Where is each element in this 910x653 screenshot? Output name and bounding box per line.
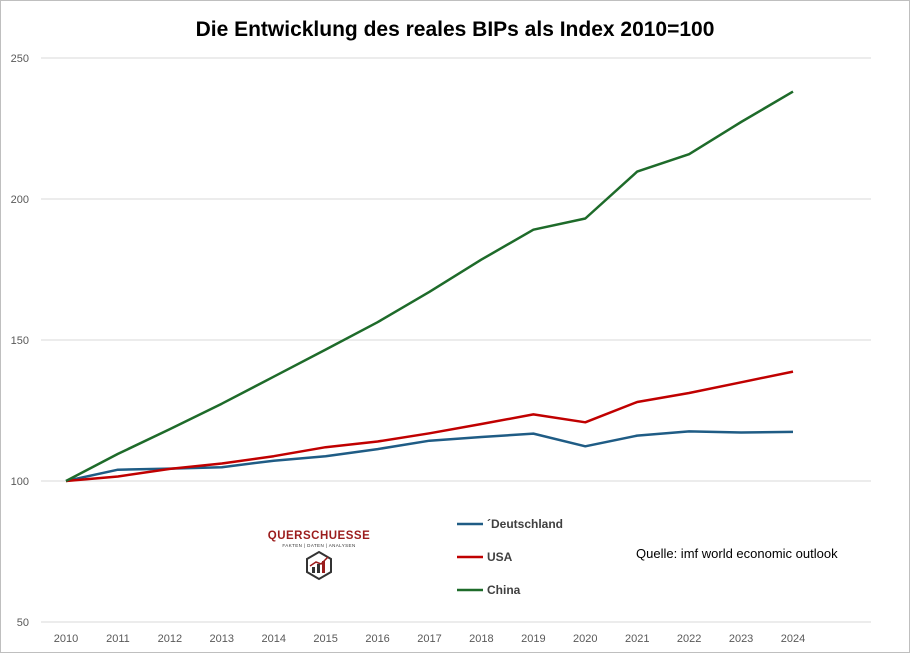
chart-title: Die Entwicklung des reales BIPs als Inde… <box>196 18 715 41</box>
x-tick-label: 2016 <box>365 633 389 645</box>
x-tick-label: 2013 <box>210 633 234 645</box>
logo-hexagon-icon <box>306 550 332 581</box>
legend-label: USA <box>487 550 513 564</box>
x-tick-label: 2018 <box>469 633 493 645</box>
x-tick-label: 2015 <box>313 633 337 645</box>
querschuesse-logo: QUERSCHUESSE FAKTEN | DATEN | ANALYSEN <box>268 530 371 581</box>
legend-label: ´Deutschland <box>487 517 563 531</box>
x-tick-label: 2023 <box>729 633 753 645</box>
x-tick-label: 2014 <box>261 633 285 645</box>
y-tick-label: 250 <box>11 53 29 65</box>
y-axis: 50 100 150 200 250 <box>11 53 29 629</box>
x-tick-label: 2017 <box>417 633 441 645</box>
y-tick-label: 100 <box>11 476 29 488</box>
y-tick-label: 150 <box>11 335 29 347</box>
x-tick-label: 2021 <box>625 633 649 645</box>
series-lines <box>65 90 794 483</box>
logo-tagline: FAKTEN | DATEN | ANALYSEN <box>282 543 355 548</box>
x-axis: 2010 2011 2012 2013 2014 2015 2016 2017 2018 2019… <box>54 633 805 645</box>
series-line-0 <box>65 430 794 483</box>
legend-label: China <box>487 583 521 597</box>
source-note: Quelle: imf world economic outlook <box>636 546 838 561</box>
y-tick-label: 50 <box>17 617 29 629</box>
grid-lines <box>41 57 871 623</box>
y-tick-label: 200 <box>11 194 29 206</box>
x-tick-label: 2010 <box>54 633 78 645</box>
x-tick-label: 2024 <box>781 633 805 645</box>
x-tick-label: 2020 <box>573 633 597 645</box>
legend: ´Deutschland USA China <box>457 517 563 597</box>
logo-name: QUERSCHUESSE <box>268 530 371 542</box>
x-tick-label: 2011 <box>106 633 130 645</box>
series-line-1 <box>65 370 794 483</box>
x-tick-label: 2019 <box>521 633 545 645</box>
x-tick-label: 2022 <box>677 633 701 645</box>
x-tick-label: 2012 <box>158 633 182 645</box>
series-line-2 <box>65 90 794 483</box>
